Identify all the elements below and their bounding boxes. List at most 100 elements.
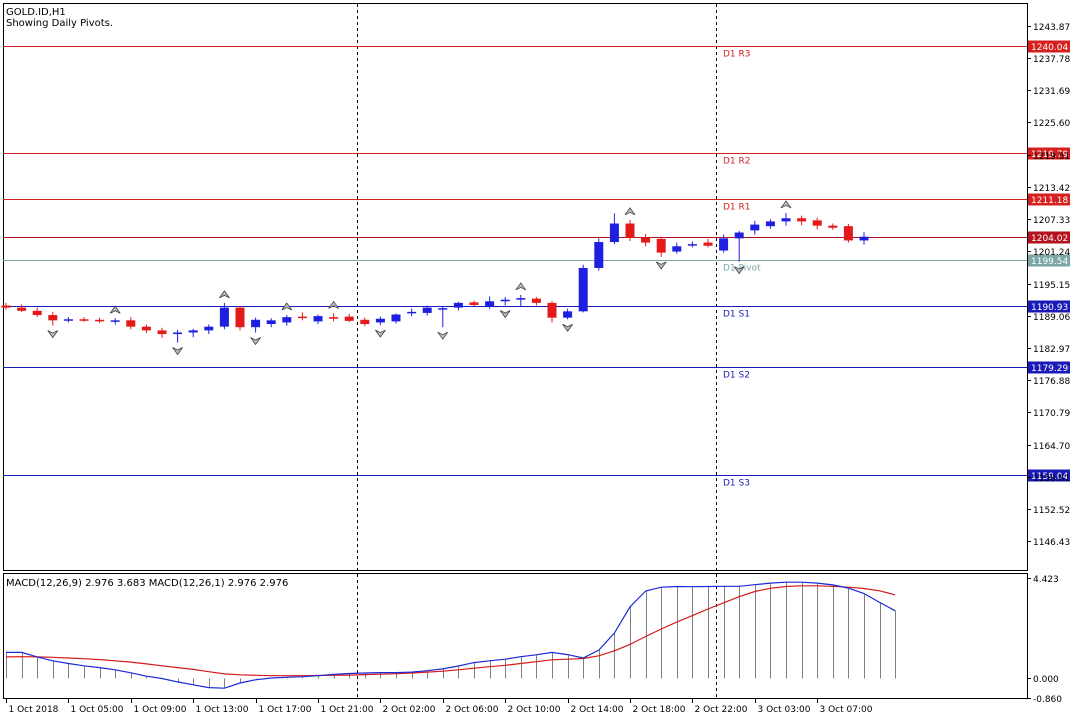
candle-bear: [344, 316, 354, 321]
candle-bear: [95, 319, 105, 322]
fractal-down-arrow: [172, 347, 183, 356]
pivot-level-label: D1 R1: [723, 203, 751, 213]
macd-signal-line: [5, 585, 896, 677]
y-tick-label: 1164.70: [1033, 442, 1070, 452]
fractal-up-arrow: [328, 300, 339, 309]
y-tick-label: 1201.24: [1033, 248, 1070, 258]
candle-bull: [282, 317, 292, 323]
candle-bull: [719, 238, 729, 251]
y-tick-label: 1158.61: [1033, 474, 1070, 484]
pivot-level-tag-text: 1190.93: [1031, 303, 1068, 313]
pivot-level-tag: [1028, 254, 1070, 267]
candle-bear: [126, 320, 136, 327]
candle-bear: [329, 317, 339, 319]
pivot-level-tag: [1028, 193, 1070, 206]
fractal-up-arrow: [515, 282, 527, 291]
candle-bull: [859, 236, 869, 241]
candle-bull: [516, 298, 526, 300]
candle-bear: [360, 319, 370, 325]
pivot-level-tag: [1028, 40, 1070, 53]
x-tick-label: 1 Oct 21:00: [321, 705, 374, 715]
pivot-level-tag-text: 1211.18: [1031, 196, 1068, 206]
x-tick-label: 3 Oct 07:00: [820, 705, 873, 715]
x-tick-label: 2 Oct 10:00: [508, 705, 561, 715]
macd-y-tick-label: 4.423: [1033, 575, 1059, 585]
y-tick-label: 1170.79: [1033, 409, 1070, 419]
y-tick-label: 1182.97: [1033, 345, 1070, 355]
candle-bull: [781, 218, 791, 222]
candle-bear: [843, 226, 853, 241]
pivot-level-label: D1 R2: [723, 157, 751, 167]
fractal-up-arrow: [109, 305, 121, 314]
candle-bull: [204, 326, 214, 331]
pivot-level-label: D1 S2: [723, 371, 750, 381]
candle-bear: [469, 302, 479, 305]
fractal-down-arrow: [250, 337, 261, 346]
pivot-level-tag: [1028, 147, 1070, 160]
candle-bull: [391, 314, 401, 322]
pivot-level-tag-text: 1204.02: [1031, 234, 1068, 244]
pivot-level-tag-text: 1199.54: [1031, 257, 1068, 267]
pivot-level-tag-text: 1240.04: [1031, 43, 1068, 53]
fractal-down-arrow: [733, 266, 745, 275]
x-tick-label: 2 Oct 06:00: [446, 705, 499, 715]
candle-bull: [765, 221, 775, 227]
x-tick-label: 1 Oct 2018: [9, 705, 59, 715]
y-tick-label: 1225.60: [1033, 119, 1070, 129]
fractal-down-arrow: [562, 323, 573, 332]
candle-bear: [157, 330, 167, 335]
fractal-up-arrow: [624, 207, 636, 216]
pivot-level-tag-text: 1179.29: [1031, 364, 1068, 374]
candle-bull: [750, 224, 760, 231]
y-tick-label: 1219.51: [1033, 152, 1070, 162]
pivot-level-label: D1 S1: [723, 310, 750, 320]
macd-y-tick-label: 0.000: [1033, 675, 1059, 685]
candle-bull: [453, 302, 463, 308]
pivot-level-label: D1 S3: [723, 479, 750, 489]
x-tick-label: 1 Oct 13:00: [196, 705, 249, 715]
pivot-level-label: D1 R3: [723, 50, 751, 60]
fractal-up-arrow: [780, 200, 792, 209]
x-tick-label: 1 Oct 17:00: [259, 705, 312, 715]
candle-bull: [578, 267, 588, 312]
y-tick-label: 1176.88: [1033, 377, 1070, 387]
candle-bull: [219, 307, 229, 327]
y-tick-label: 1152.52: [1033, 506, 1070, 516]
candle-bull: [375, 318, 385, 323]
y-tick-label: 1146.43: [1033, 538, 1070, 548]
pivot-level-tag-text: 1159.04: [1031, 472, 1068, 482]
candle-bull: [672, 246, 682, 252]
candle-bear: [79, 319, 89, 321]
candle-bear: [828, 225, 838, 228]
candle-bear: [547, 302, 557, 318]
price-panel-frame: [3, 3, 1028, 571]
y-tick-label: 1237.78: [1033, 55, 1070, 65]
candle-bull: [251, 319, 261, 328]
fractal-up-arrow: [219, 290, 230, 299]
x-tick-label: 2 Oct 14:00: [571, 705, 624, 715]
pivot-level-tag: [1028, 469, 1070, 482]
pivot-level-tag-text: 1219.79: [1031, 150, 1068, 160]
candle-bull: [422, 307, 432, 313]
y-tick-label: 1189.06: [1033, 313, 1070, 323]
macd-panel-frame: [3, 573, 1028, 699]
pivot-level-tag: [1028, 300, 1070, 313]
candle-bull: [407, 311, 417, 314]
fractal-down-arrow: [499, 310, 511, 319]
pivot-subtitle: Showing Daily Pivots.: [6, 18, 113, 29]
candle-bear: [1, 305, 11, 308]
y-tick-label: 1243.87: [1033, 23, 1070, 33]
candle-bear: [812, 220, 822, 226]
candle-bull: [609, 223, 619, 243]
candle-bear: [48, 315, 58, 321]
candle-bull: [188, 330, 198, 333]
candle-bear: [531, 298, 541, 303]
x-tick-label: 2 Oct 02:00: [383, 705, 436, 715]
candle-bull: [734, 232, 744, 239]
fractal-down-arrow: [47, 330, 59, 339]
x-tick-label: 1 Oct 09:00: [134, 705, 187, 715]
fractal-down-arrow: [437, 331, 449, 340]
candle-bear: [235, 307, 245, 328]
